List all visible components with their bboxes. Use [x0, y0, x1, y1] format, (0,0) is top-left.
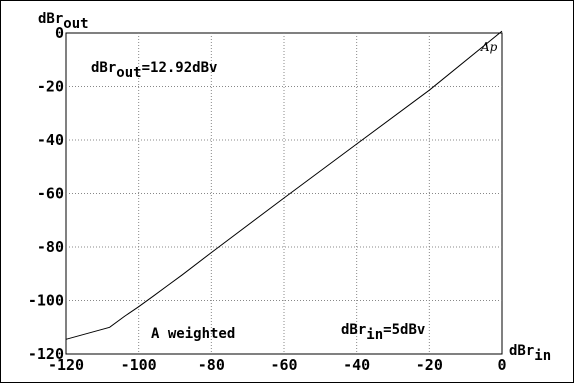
grid	[66, 33, 502, 354]
x-axis-label-sub: in	[534, 348, 551, 364]
y-tick-label: -120	[28, 345, 64, 363]
y-tick-label: -40	[37, 131, 64, 149]
x-tick-label: -100	[121, 356, 157, 374]
x-tick-label: -80	[198, 356, 225, 374]
x-axis-label: dBrin	[509, 343, 551, 364]
x-tick-label: 0	[497, 356, 506, 374]
ref-in-main: dBr	[341, 322, 366, 338]
x-tick-label: -60	[270, 356, 297, 374]
x-axis-label-main: dBr	[509, 343, 534, 359]
ap-logo: Ap	[480, 40, 498, 54]
ref-in-sub: in	[366, 327, 383, 343]
reference-input-annotation: dBrin=5dBv	[341, 322, 425, 343]
ref-out-sub: out	[116, 65, 141, 81]
y-axis-label-sub: out	[63, 16, 88, 32]
series-line	[65, 30, 503, 340]
x-tick-label: -40	[343, 356, 370, 374]
reference-output-annotation: dBrout=12.92dBv	[91, 60, 217, 81]
x-axis-ticks: -120 -100 -80 -60 -40 -20 0	[48, 356, 507, 374]
y-tick-label: -60	[37, 185, 64, 203]
ref-in-value: =5dBv	[383, 322, 425, 338]
y-tick-label: 0	[55, 24, 64, 42]
x-tick-label: -20	[416, 356, 443, 374]
x-tick-label: -120	[48, 356, 84, 374]
y-tick-label: -80	[37, 238, 64, 256]
y-axis-label: dBrout	[38, 11, 89, 32]
y-axis-label-main: dBr	[38, 11, 63, 27]
y-axis-ticks: 0 -20 -40 -60 -80 -100 -120	[28, 24, 64, 363]
y-tick-label: -20	[37, 78, 64, 96]
ref-out-value: =12.92dBv	[142, 60, 218, 76]
y-tick-label: -100	[28, 292, 64, 310]
ref-out-main: dBr	[91, 60, 116, 76]
weighting-annotation: A weighted	[151, 326, 235, 342]
